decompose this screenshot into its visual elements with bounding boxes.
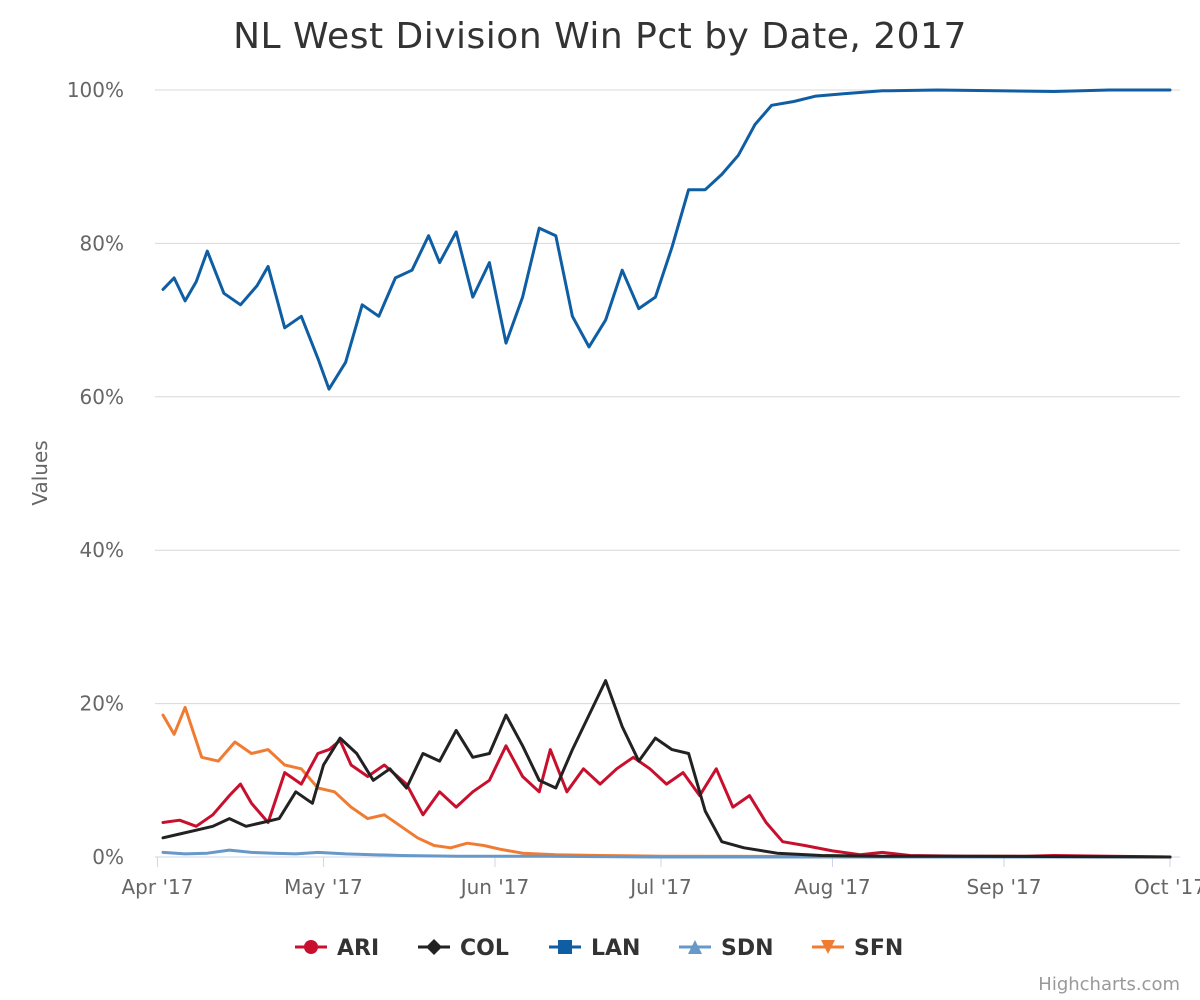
chart-title: NL West Division Win Pct by Date, 2017 (233, 16, 967, 57)
x-tick-label: Sep '17 (967, 875, 1042, 899)
x-tick-label: Jun '17 (459, 875, 530, 899)
legend-label: LAN (591, 936, 640, 961)
series-line-sdn[interactable] (161, 848, 1172, 859)
series-line-col[interactable] (161, 679, 1172, 859)
legend-marker-icon (821, 940, 835, 954)
legend-marker-icon (688, 940, 702, 954)
legend-label: COL (460, 936, 509, 961)
legend-item-sfn[interactable]: SFN (812, 936, 903, 961)
legend-item-lan[interactable]: LAN (549, 936, 640, 961)
series-line-sfn[interactable] (161, 705, 1172, 859)
y-axis-title: Values (28, 440, 52, 505)
series-group (161, 88, 1172, 859)
y-axis: 0% 20% 40% 60% 80% 100% (67, 78, 124, 869)
series-line-ari[interactable] (161, 738, 1172, 859)
legend-item-ari[interactable]: ARI (295, 936, 379, 961)
gridlines (155, 89, 1180, 705)
x-axis: Apr '17 May '17 Jun '17 Jul '17 Aug '17 Sep '… (122, 856, 1200, 899)
legend-label: SFN (854, 936, 903, 961)
x-tick-label: Apr '17 (122, 875, 194, 899)
x-tick-label: May '17 (284, 875, 363, 899)
legend-marker-icon (304, 940, 318, 954)
legend-marker-icon (426, 939, 442, 955)
legend: ARI COL LAN SDN SFN (295, 936, 903, 961)
y-tick-label: 40% (80, 538, 124, 562)
y-tick-label: 20% (80, 692, 124, 716)
x-tick-label: Aug '17 (794, 875, 870, 899)
y-tick-label: 0% (92, 845, 124, 869)
legend-label: ARI (337, 936, 379, 961)
legend-marker-icon (558, 940, 572, 954)
legend-item-col[interactable]: COL (418, 936, 509, 961)
x-tick-label: Jul '17 (628, 875, 691, 899)
y-tick-label: 80% (80, 231, 124, 255)
legend-item-sdn[interactable]: SDN (679, 936, 774, 961)
series-line-lan[interactable] (161, 88, 1172, 391)
y-tick-label: 60% (80, 385, 124, 409)
credits-link[interactable]: Highcharts.com (1038, 974, 1180, 995)
y-tick-label: 100% (67, 78, 124, 102)
x-tick-label: Oct '17 (1134, 875, 1200, 899)
legend-label: SDN (721, 936, 774, 961)
